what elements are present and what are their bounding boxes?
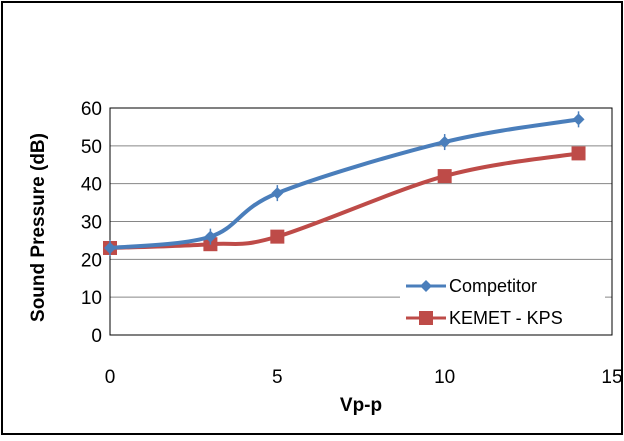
data-point xyxy=(204,230,217,243)
data-point xyxy=(438,136,451,149)
y-tick-label: 30 xyxy=(81,213,102,234)
x-tick-label: 15 xyxy=(601,367,622,388)
series-layer xyxy=(103,111,586,256)
x-tick-label: 10 xyxy=(434,367,455,388)
data-point xyxy=(270,229,285,244)
legend-item-competitor: Competitor xyxy=(406,276,537,296)
legend: Competitor KEMET - KPS xyxy=(400,266,605,330)
x-tick-label: 0 xyxy=(105,367,116,388)
x-tick-label: 5 xyxy=(272,367,283,388)
data-point xyxy=(571,146,586,161)
y-tick-label: 20 xyxy=(81,250,102,271)
legend-item-kemet-kps: KEMET - KPS xyxy=(406,308,563,328)
y-tick-label: 0 xyxy=(91,326,102,347)
series-line xyxy=(109,117,579,250)
x-axis-title: Vp-p xyxy=(340,395,382,416)
data-point xyxy=(437,169,452,184)
tick-labels: 0 10 20 30 40 50 60 0 5 10 15 xyxy=(81,99,623,388)
legend-marker-competitor xyxy=(420,280,432,292)
y-tick-label: 40 xyxy=(81,175,102,196)
legend-marker-kemet-kps xyxy=(419,311,433,325)
data-point xyxy=(104,241,116,254)
series-0 xyxy=(104,111,585,256)
y-tick-label: 60 xyxy=(81,99,102,120)
legend-label-kemet-kps: KEMET - KPS xyxy=(449,308,563,328)
plot-area xyxy=(109,107,613,336)
data-point xyxy=(271,187,284,200)
y-tick-label: 10 xyxy=(81,288,102,309)
y-axis-title: Sound Pressure (dB) xyxy=(28,133,49,322)
legend-label-competitor: Competitor xyxy=(449,276,537,296)
y-tick-label: 50 xyxy=(81,137,102,158)
data-point xyxy=(572,113,585,126)
series-line xyxy=(109,151,579,250)
